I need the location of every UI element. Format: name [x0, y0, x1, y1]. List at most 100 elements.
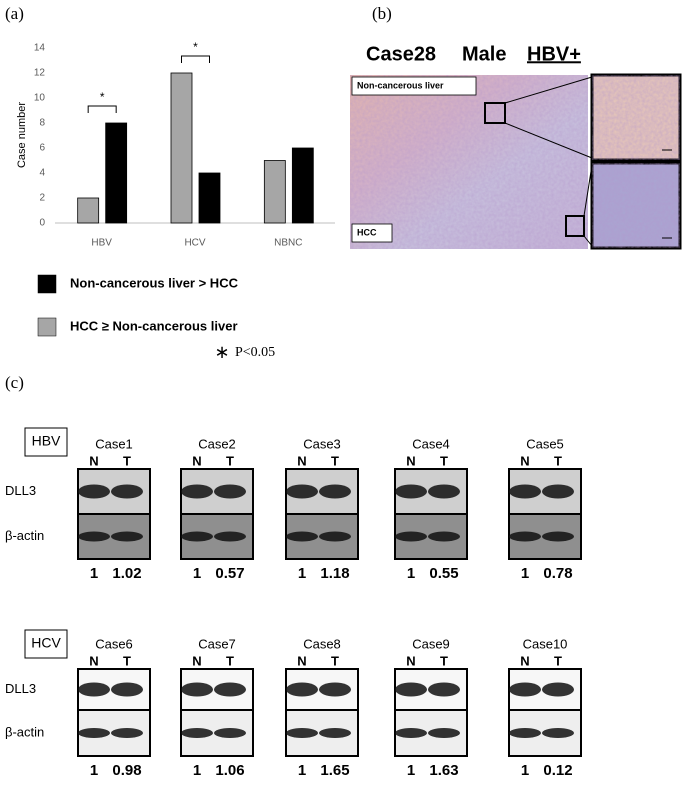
case-label: Case7	[198, 636, 236, 651]
row-label: β-actin	[5, 528, 44, 543]
case-label: Case10	[523, 636, 568, 651]
group-box	[24, 629, 68, 659]
lane-label: N	[406, 453, 415, 468]
ratio: 1.65	[320, 762, 349, 779]
blot-band	[214, 728, 246, 738]
y-tick-label: 12	[34, 68, 46, 79]
blot-band	[542, 531, 574, 542]
lane-label: N	[406, 653, 415, 668]
lane-label: N	[89, 453, 98, 468]
blot-band	[542, 728, 574, 738]
blot-band	[78, 484, 110, 499]
lane-label: N	[89, 653, 98, 668]
bar	[77, 197, 100, 224]
ratio: 0.78	[543, 565, 572, 582]
group-label: HCV	[31, 635, 61, 651]
significance-star: *	[100, 90, 105, 104]
blot-band	[78, 682, 110, 697]
row-label: β-actin	[5, 724, 44, 739]
case-title: Case28	[366, 43, 436, 65]
significance-label: P<0.05	[235, 345, 275, 360]
blot-band	[395, 728, 427, 738]
lane-label: N	[192, 453, 201, 468]
ratio: 1	[407, 762, 415, 779]
lane-label: N	[520, 453, 529, 468]
bar	[291, 147, 314, 224]
blot-band	[395, 531, 427, 542]
y-tick-label: 10	[34, 93, 46, 104]
significance-bracket	[181, 55, 210, 63]
legend-swatch	[37, 274, 57, 294]
ratio: 1	[90, 762, 98, 779]
lane-label: T	[440, 653, 448, 668]
zoom-line	[583, 164, 593, 217]
ratio: 1	[407, 565, 415, 582]
blot-band	[542, 484, 574, 499]
ratio: 0.55	[429, 565, 458, 582]
blot-band	[181, 531, 213, 542]
ratio: 1.18	[320, 565, 349, 582]
blot-band	[428, 682, 460, 697]
group-box	[24, 427, 68, 457]
zoom-line	[583, 235, 593, 247]
blot-band	[509, 484, 541, 499]
case-label: Case4	[412, 436, 450, 451]
lane-label: T	[123, 453, 131, 468]
sex: Male	[462, 43, 506, 65]
panel-label: (c)	[5, 373, 24, 392]
y-tick-label: 2	[39, 193, 45, 204]
ratio: 0.12	[543, 762, 572, 779]
blot-band	[286, 728, 318, 738]
tissue-label: HCC	[357, 227, 377, 237]
bar-chart: 0 2 4 6 8 10 12 14 HBV HCV NBNC * * Non-cancerous liv…	[34, 40, 335, 362]
lane-label: N	[297, 453, 306, 468]
label-box	[351, 76, 477, 96]
significance-symbol: ∗	[214, 342, 229, 362]
blot-band	[509, 682, 541, 697]
bar	[105, 122, 128, 224]
case-label: Case2	[198, 436, 236, 451]
case-label: Case5	[526, 436, 564, 451]
y-axis-title: Case number	[16, 102, 28, 168]
panel-label: (a)	[5, 4, 24, 23]
blot-band	[181, 728, 213, 738]
blot-band	[319, 484, 351, 499]
blot-band	[111, 531, 143, 542]
ratio: 1	[90, 565, 98, 582]
blot-band	[319, 728, 351, 738]
lane-label: T	[440, 453, 448, 468]
row-label: DLL3	[5, 483, 36, 498]
blot-band	[181, 484, 213, 499]
blot-band	[509, 531, 541, 542]
blot-band	[428, 728, 460, 738]
bar	[170, 72, 193, 224]
blot-band	[111, 682, 143, 697]
ratio: 1	[521, 565, 529, 582]
zoom-box	[484, 102, 506, 124]
x-tick-label: HCV	[184, 238, 205, 249]
lane-label: T	[554, 653, 562, 668]
lane-label: N	[520, 653, 529, 668]
lane-label: T	[226, 453, 234, 468]
lane-label: T	[226, 653, 234, 668]
ratio: 1.02	[112, 565, 141, 582]
case-label: Case3	[303, 436, 341, 451]
blot-band	[78, 531, 110, 542]
panel-label: (b)	[372, 4, 392, 23]
ratio: 1	[521, 762, 529, 779]
x-tick-label: HBV	[91, 238, 112, 249]
blot-band	[286, 682, 318, 697]
blot-band	[111, 484, 143, 499]
ratio: 1.06	[215, 762, 244, 779]
case-label: Case8	[303, 636, 341, 651]
histology-panel: Case28 Male HBV+ Non-cancerous liver HCC	[350, 43, 682, 250]
x-tick-label: NBNC	[274, 238, 302, 249]
case-label: Case9	[412, 636, 450, 651]
y-tick-label: 4	[39, 168, 45, 179]
ratio: 0.98	[112, 762, 141, 779]
blot-band	[214, 682, 246, 697]
blot-band	[395, 682, 427, 697]
bar	[198, 172, 221, 224]
blot-band	[542, 682, 574, 697]
blot-band	[319, 682, 351, 697]
